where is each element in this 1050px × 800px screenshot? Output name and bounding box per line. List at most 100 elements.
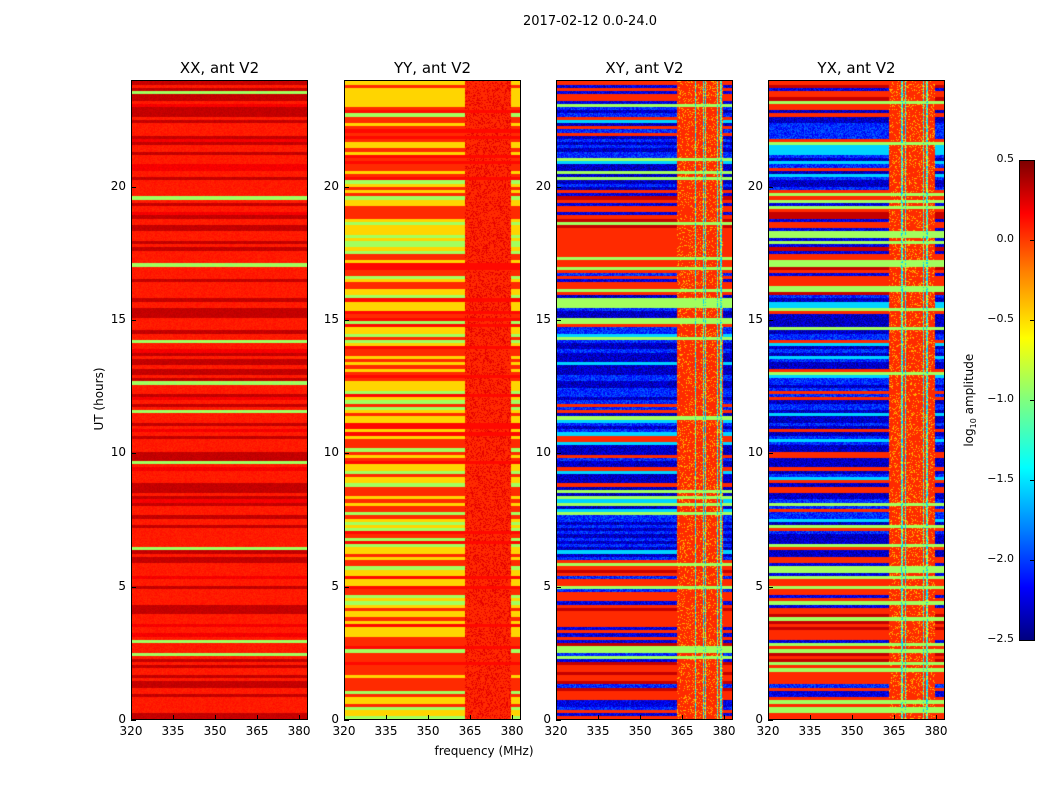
x-tick-mark xyxy=(724,715,726,720)
y-tick-mark xyxy=(131,320,136,321)
heatmap-panel-xy xyxy=(556,80,733,720)
x-tick-label: 350 xyxy=(628,724,652,738)
x-tick-label: 320 xyxy=(544,724,568,738)
x-tick-mark xyxy=(598,715,599,720)
x-axis-label: frequency (MHz) xyxy=(434,744,534,758)
y-tick-label: 0 xyxy=(331,712,339,726)
colorbar-label-suffix: amplitude xyxy=(961,353,976,419)
x-tick-mark xyxy=(428,715,430,720)
y-tick-mark xyxy=(768,586,773,588)
colorbar-tick-label: −1.0 xyxy=(987,392,1014,405)
y-tick-mark xyxy=(768,720,773,721)
heatmap-panel-xx xyxy=(131,80,308,720)
x-tick-mark xyxy=(768,715,769,720)
x-tick-label: 335 xyxy=(798,724,822,738)
y-tick-mark xyxy=(131,186,136,188)
colorbar-tick-label: −1.5 xyxy=(987,472,1014,485)
y-tick-label: 0 xyxy=(118,712,126,726)
y-tick-mark xyxy=(768,186,773,188)
x-tick-label: 350 xyxy=(840,724,864,738)
x-tick-mark xyxy=(470,715,472,720)
y-tick-label: 0 xyxy=(755,712,763,726)
y-tick-label: 5 xyxy=(331,578,339,593)
figure-title: 2017-02-12 0.0-24.0 xyxy=(523,14,657,29)
y-tick-mark xyxy=(131,720,136,721)
y-tick-label: 20 xyxy=(323,178,339,193)
x-tick-label: 380 xyxy=(500,724,524,738)
heatmap-panel-yx xyxy=(768,80,945,720)
y-tick-mark xyxy=(344,720,349,721)
y-tick-mark xyxy=(344,453,349,455)
colorbar-tick-mark xyxy=(1030,240,1034,241)
x-tick-mark xyxy=(936,715,938,720)
heatmap-yx xyxy=(769,81,944,719)
heatmap-xx xyxy=(132,81,307,719)
colorbar-tick-label: −0.5 xyxy=(987,312,1014,325)
colorbar-tick-mark xyxy=(1030,480,1034,481)
y-tick-label: 20 xyxy=(535,178,551,193)
x-tick-mark xyxy=(682,715,684,720)
colorbar-tick-label: 0.0 xyxy=(996,232,1015,245)
y-tick-mark xyxy=(556,186,561,188)
x-tick-label: 380 xyxy=(712,724,736,738)
y-tick-mark xyxy=(768,453,773,455)
x-tick-label: 335 xyxy=(161,724,185,738)
x-tick-label: 320 xyxy=(332,724,356,738)
y-tick-label: 15 xyxy=(110,312,126,326)
x-tick-label: 335 xyxy=(374,724,398,738)
y-tick-mark xyxy=(556,720,561,721)
x-tick-mark xyxy=(810,715,811,720)
x-tick-label: 365 xyxy=(458,724,482,738)
panel-title: YX, ant V2 xyxy=(817,59,896,77)
heatmap-panel-yy xyxy=(344,80,521,720)
y-tick-label: 15 xyxy=(747,312,763,326)
y-tick-mark xyxy=(344,186,349,188)
colorbar-label-log: log xyxy=(961,428,976,447)
x-tick-mark xyxy=(344,715,345,720)
panel-title: XY, ant V2 xyxy=(605,59,684,77)
heatmap-yy xyxy=(345,81,520,719)
x-tick-label: 365 xyxy=(245,724,269,738)
colorbar-label-sub: 10 xyxy=(969,418,979,429)
panel-title: YY, ant V2 xyxy=(393,59,471,77)
x-tick-label: 380 xyxy=(924,724,948,738)
x-tick-mark xyxy=(556,715,557,720)
colorbar-tick-label: −2.0 xyxy=(987,552,1014,565)
y-tick-label: 20 xyxy=(747,178,763,193)
colorbar-tick-label: −2.5 xyxy=(987,632,1014,645)
y-tick-label: 5 xyxy=(755,578,763,593)
panel-title: XX, ant V2 xyxy=(179,59,260,77)
colorbar-tick-mark xyxy=(1030,320,1034,321)
x-tick-mark xyxy=(640,715,642,720)
y-tick-mark xyxy=(768,320,773,321)
y-tick-label: 5 xyxy=(543,578,551,593)
y-tick-label: 10 xyxy=(323,445,339,460)
y-tick-label: 0 xyxy=(543,712,551,726)
y-tick-label: 10 xyxy=(110,445,126,460)
colorbar-tick-mark xyxy=(1030,640,1034,641)
colorbar-tick-mark xyxy=(1030,400,1034,401)
y-tick-label: 10 xyxy=(535,445,551,460)
y-tick-label: 15 xyxy=(535,312,551,326)
colorbar-tick-mark xyxy=(1030,560,1034,561)
x-tick-label: 335 xyxy=(586,724,610,738)
colorbar xyxy=(1019,160,1035,641)
y-tick-mark xyxy=(131,586,136,588)
colorbar-tick-label: 0.5 xyxy=(996,152,1015,165)
y-tick-mark xyxy=(556,453,561,455)
y-tick-mark xyxy=(556,586,561,588)
x-tick-label: 320 xyxy=(119,724,143,738)
x-tick-label: 365 xyxy=(882,724,906,738)
x-tick-mark xyxy=(894,715,896,720)
x-tick-mark xyxy=(131,715,132,720)
x-tick-mark xyxy=(386,715,387,720)
x-tick-label: 365 xyxy=(670,724,694,738)
x-tick-mark xyxy=(257,715,259,720)
y-tick-label: 10 xyxy=(747,445,763,460)
x-tick-mark xyxy=(215,715,217,720)
x-tick-mark xyxy=(173,715,174,720)
x-tick-mark xyxy=(512,715,514,720)
x-tick-label: 320 xyxy=(756,724,780,738)
y-tick-label: 20 xyxy=(110,178,126,193)
y-tick-label: 15 xyxy=(323,312,339,326)
